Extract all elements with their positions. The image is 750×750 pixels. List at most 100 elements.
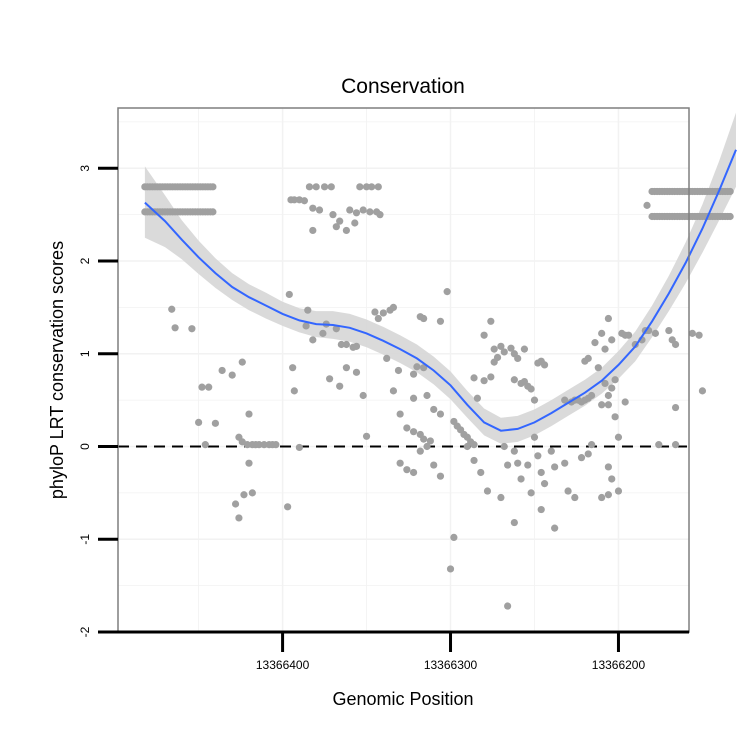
data-point (598, 493, 606, 502)
data-point (379, 309, 387, 317)
data-point (561, 459, 569, 467)
data-point (497, 342, 505, 350)
data-point (500, 348, 508, 356)
data-point (329, 211, 337, 219)
data-point (651, 329, 660, 337)
data-point (571, 493, 579, 502)
data-point (618, 329, 626, 337)
smooth-line (144, 149, 737, 432)
data-point (520, 345, 529, 353)
data-point (430, 461, 438, 469)
data-point (235, 514, 243, 522)
x-axis-label: Genomic Position (332, 689, 473, 709)
data-point (420, 364, 428, 372)
data-point (367, 183, 376, 191)
data-point (614, 433, 623, 441)
data-point (366, 208, 374, 216)
data-point (510, 447, 518, 455)
data-point (611, 413, 619, 421)
data-point (604, 401, 612, 409)
data-point (671, 441, 680, 449)
data-point (487, 317, 495, 325)
data-point (604, 463, 612, 471)
data-point (493, 353, 502, 362)
data-point (534, 452, 542, 460)
data-point (245, 410, 253, 418)
data-point (332, 223, 340, 231)
data-point (327, 183, 335, 191)
y-tick-label: -2 (78, 626, 92, 637)
data-point (527, 385, 535, 393)
data-point (171, 324, 179, 332)
data-point (500, 442, 508, 451)
plot-panel (117, 107, 737, 633)
data-point (608, 336, 616, 344)
data-point (561, 396, 569, 404)
data-point (209, 183, 217, 191)
data-point (302, 322, 310, 330)
data-point (643, 201, 651, 209)
data-point (272, 441, 280, 449)
data-point (195, 418, 203, 426)
data-point (726, 212, 734, 221)
data-point (376, 211, 384, 219)
data-point (396, 459, 404, 467)
data-point (243, 441, 251, 449)
data-point (698, 387, 707, 395)
data-point (409, 370, 418, 378)
data-point (726, 187, 734, 196)
data-point (396, 410, 404, 418)
data-point (443, 288, 451, 296)
data-point (497, 493, 505, 502)
data-point (352, 209, 361, 217)
data-point (564, 487, 572, 495)
x-tick-label: 13366400 (256, 658, 310, 672)
data-point (621, 398, 629, 406)
data-point (209, 208, 217, 216)
chart-title: Conservation (341, 75, 465, 98)
data-point (413, 363, 421, 371)
data-point (614, 487, 623, 495)
data-point (238, 358, 246, 366)
data-point (290, 196, 298, 204)
data-point (537, 505, 545, 514)
data-point (389, 303, 398, 311)
data-point (477, 468, 485, 477)
data-point (504, 461, 512, 469)
data-point (436, 410, 445, 418)
data-point (611, 376, 619, 384)
data-point (255, 441, 263, 449)
data-point (587, 391, 596, 400)
data-point (309, 204, 317, 212)
data-point (371, 308, 379, 316)
data-point (594, 364, 602, 372)
data-point (598, 401, 606, 409)
data-point (470, 441, 478, 449)
data-point (584, 450, 592, 458)
data-point (577, 454, 586, 462)
data-point (168, 305, 176, 313)
data-point (188, 325, 196, 333)
data-point (409, 468, 418, 477)
data-point (342, 226, 350, 235)
data-point (608, 384, 616, 392)
data-point (510, 518, 518, 527)
data-point (604, 491, 612, 499)
data-point (336, 382, 344, 390)
data-point (383, 354, 391, 363)
data-point (346, 206, 354, 214)
data-point (231, 500, 240, 508)
data-point (198, 383, 206, 391)
data-point (359, 391, 367, 400)
data-point (394, 366, 403, 375)
data-point (420, 435, 428, 443)
data-point (320, 183, 329, 191)
data-point (540, 480, 549, 488)
data-point (312, 183, 320, 191)
data-point (436, 472, 445, 480)
data-point (336, 217, 344, 225)
data-point (285, 290, 293, 299)
data-point (537, 468, 545, 477)
y-tick-label: -1 (78, 534, 92, 545)
data-point (504, 602, 512, 610)
